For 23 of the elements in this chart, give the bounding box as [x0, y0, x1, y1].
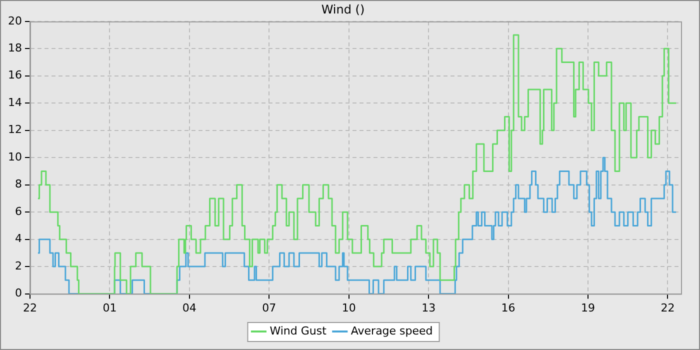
x-tick-label: 13 — [422, 301, 436, 314]
y-tick-label: 20 — [8, 14, 22, 28]
y-tick-label: 10 — [8, 150, 22, 164]
x-tick-label: 22 — [660, 301, 675, 314]
y-tick-label: 6 — [14, 204, 22, 218]
chart-title: Wind () — [321, 2, 365, 16]
y-tick-label: 12 — [8, 123, 22, 136]
y-tick-label: 0 — [14, 286, 22, 300]
x-tick-label: 22 — [22, 301, 37, 314]
legend-label: Average speed — [350, 324, 433, 338]
y-tick-label: 4 — [14, 232, 22, 246]
y-tick-label: 2 — [14, 259, 22, 272]
y-tick-label: 18 — [8, 42, 22, 54]
y-tick-label: 14 — [8, 96, 22, 109]
x-tick-label: 19 — [581, 301, 595, 314]
y-tick-label: 8 — [14, 178, 22, 191]
x-tick-label: 10 — [342, 301, 356, 314]
legend-label: Wind Gust — [270, 324, 328, 338]
x-tick-label: 16 — [501, 301, 516, 314]
x-tick-label: 01 — [102, 301, 117, 314]
x-tick-label: 07 — [262, 301, 276, 314]
y-tick-label: 16 — [8, 68, 22, 82]
x-tick-label: 04 — [182, 301, 196, 314]
